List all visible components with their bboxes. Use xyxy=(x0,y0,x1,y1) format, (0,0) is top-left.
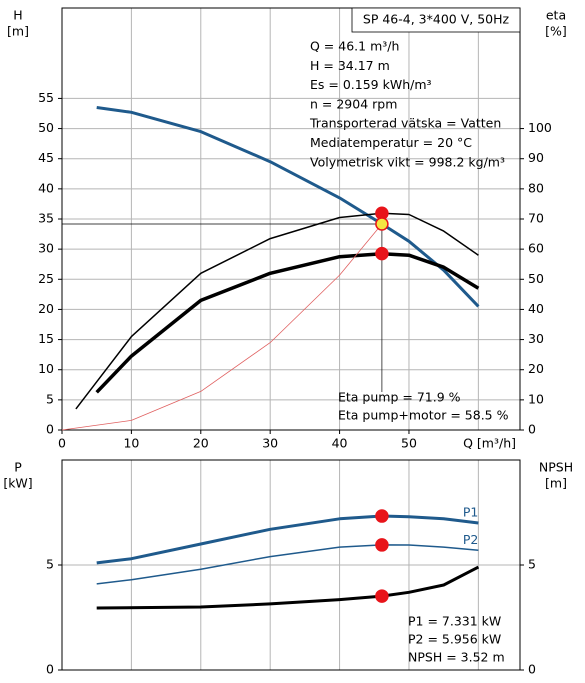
curve-label: P2 xyxy=(463,532,479,547)
y2-axis-unit: [%] xyxy=(545,24,567,39)
y-tick-label: 20 xyxy=(38,301,54,316)
curve xyxy=(95,251,480,394)
info-line: n = 2904 rpm xyxy=(310,96,397,111)
annotation: P1 = 7.331 kW xyxy=(408,614,501,629)
info-line: Mediatemperatur = 20 °C xyxy=(310,135,472,150)
x-tick-label: 20 xyxy=(193,436,209,451)
y-axis-unit: [kW] xyxy=(3,476,32,491)
x-tick-label: 50 xyxy=(401,436,417,451)
x-axis-label: Q [m³/h] xyxy=(463,436,516,451)
y-tick-label: 5 xyxy=(46,391,54,406)
y2-tick-label: 0 xyxy=(528,662,536,677)
y2-axis-symbol: eta xyxy=(546,8,566,23)
y2-tick-label: 90 xyxy=(528,150,544,165)
y2-tick-label: 30 xyxy=(528,331,544,346)
curve xyxy=(96,106,480,308)
y2-tick-label: 10 xyxy=(528,391,544,406)
y2-tick-label: 60 xyxy=(528,241,544,256)
x-tick-label: 10 xyxy=(123,436,139,451)
curve xyxy=(96,544,479,585)
y-tick-label: 0 xyxy=(46,662,54,677)
info-line: Es = 0.159 kWh/m³ xyxy=(310,77,432,92)
y2-tick-label: 5 xyxy=(528,557,536,572)
operating-point xyxy=(375,589,389,603)
y-axis-symbol: H xyxy=(13,8,22,23)
chart-title: SP 46-4, 3*400 V, 50Hz xyxy=(363,12,510,27)
y-tick-label: 30 xyxy=(38,241,54,256)
annotation: Eta pump+motor = 58.5 % xyxy=(338,408,509,423)
operating-point xyxy=(375,217,389,231)
y2-tick-label: 50 xyxy=(528,271,544,286)
annotation: NPSH = 3.52 m xyxy=(408,650,505,665)
info-line: Volymetrisk vikt = 998.2 kg/m³ xyxy=(310,154,505,169)
y2-tick-label: 100 xyxy=(528,120,552,135)
y2-axis-symbol: NPSH xyxy=(539,460,573,475)
curve xyxy=(96,565,480,610)
y2-tick-label: 80 xyxy=(528,180,544,195)
info-line: H = 34.17 m xyxy=(310,58,390,73)
operating-point xyxy=(375,246,389,261)
y-tick-label: 5 xyxy=(46,557,54,572)
y-tick-label: 35 xyxy=(38,211,54,226)
x-tick-label: 0 xyxy=(58,436,66,451)
x-tick-label: 30 xyxy=(262,436,278,451)
y-axis-symbol: P xyxy=(14,460,22,475)
y-tick-label: 40 xyxy=(38,180,54,195)
y2-tick-label: 40 xyxy=(528,301,544,316)
curve xyxy=(75,212,479,410)
y2-tick-label: 0 xyxy=(528,422,536,437)
y2-axis-unit: [m] xyxy=(545,476,567,491)
y-tick-label: 25 xyxy=(38,271,54,286)
info-line: Q = 46.1 m³/h xyxy=(310,39,399,54)
annotation: P2 = 5.956 kW xyxy=(408,632,501,647)
y-tick-label: 10 xyxy=(38,361,54,376)
y-tick-label: 15 xyxy=(38,331,54,346)
info-line: Transporterad vätska = Vatten xyxy=(309,116,501,131)
curve xyxy=(61,223,383,431)
y-axis-unit: [m] xyxy=(7,24,29,39)
annotation: Eta pump = 71.9 % xyxy=(338,390,461,405)
title-box xyxy=(351,7,521,33)
operating-point xyxy=(375,509,389,523)
y-tick-label: 55 xyxy=(38,90,54,105)
y2-tick-label: 20 xyxy=(528,361,544,376)
y-tick-label: 0 xyxy=(46,422,54,437)
y-tick-label: 45 xyxy=(38,150,54,165)
y2-tick-label: 70 xyxy=(528,211,544,226)
curve-label: P1 xyxy=(463,505,479,520)
operating-point xyxy=(375,538,389,552)
curve xyxy=(96,514,479,565)
x-tick-label: 40 xyxy=(332,436,348,451)
y-tick-label: 50 xyxy=(38,120,54,135)
